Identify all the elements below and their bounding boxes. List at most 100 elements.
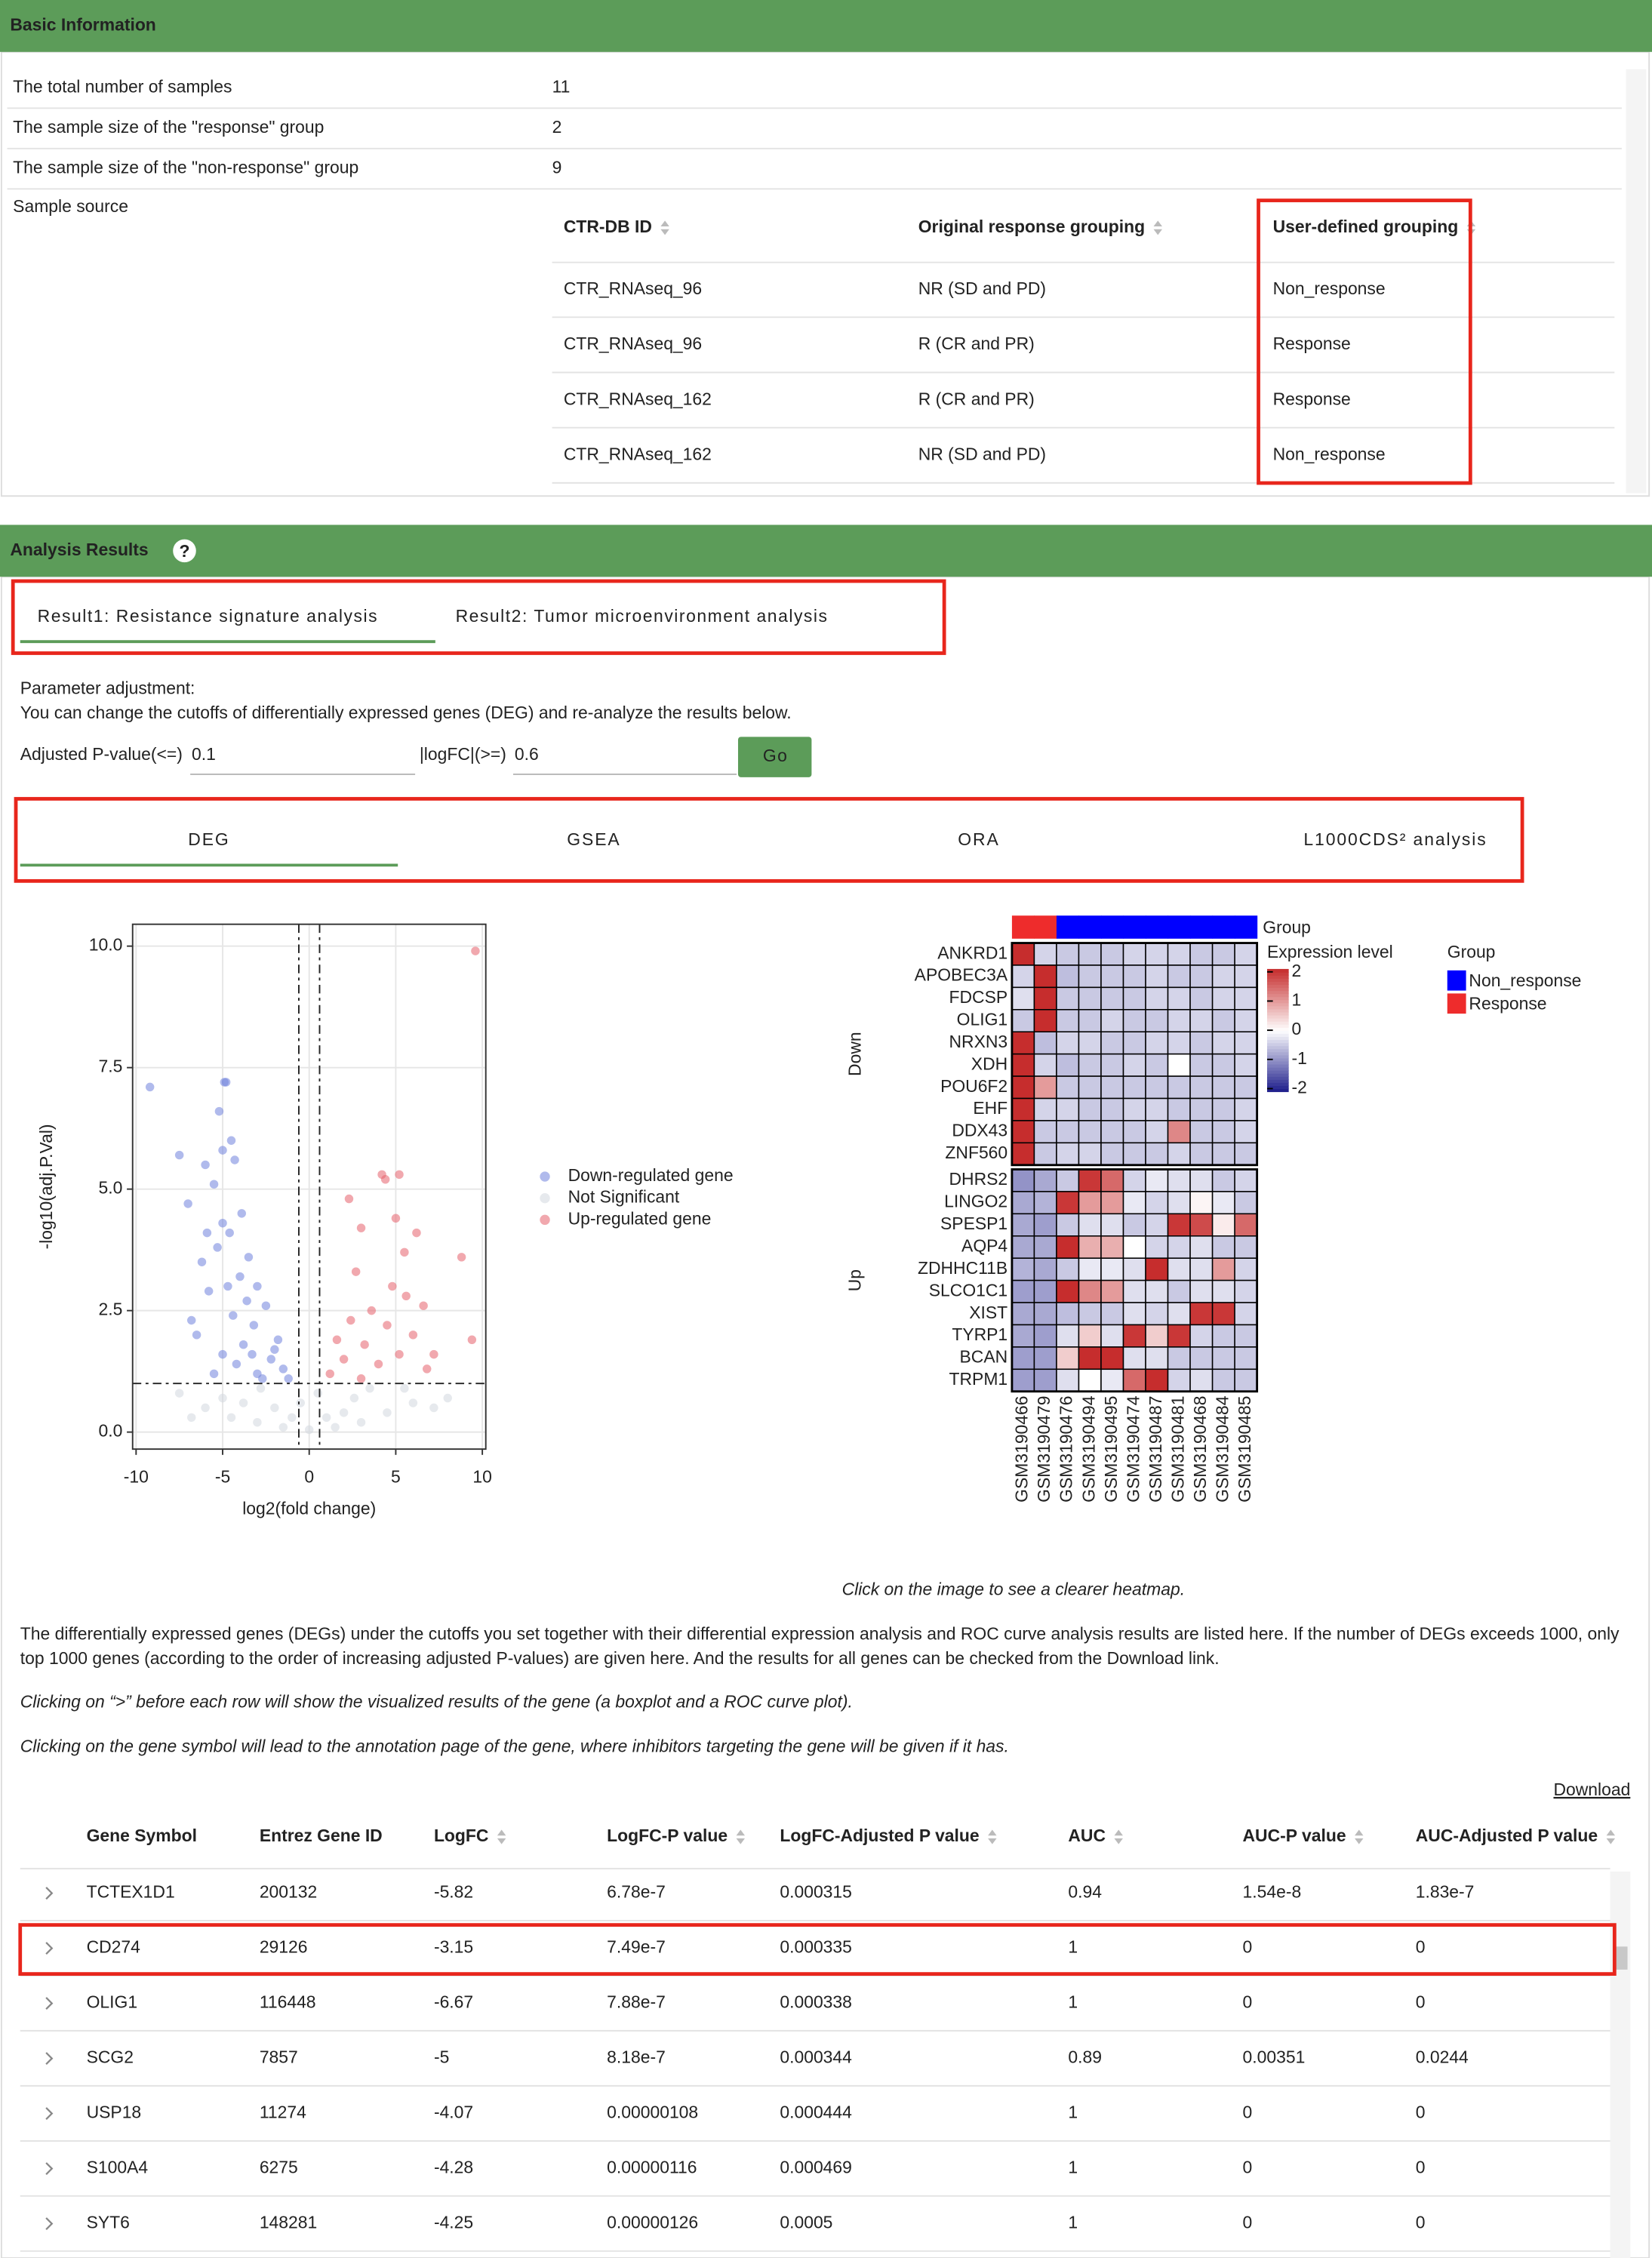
y-tick-label: 2.5: [99, 1300, 123, 1319]
input-value[interactable]: 0.1: [192, 744, 216, 764]
tab[interactable]: Result2: Tumor microenvironment analysis: [456, 606, 829, 626]
heat-cell: [1189, 1213, 1214, 1237]
table-cell[interactable]: 7857: [260, 2047, 298, 2067]
subtab[interactable]: L1000CDS² analysis: [1303, 829, 1487, 849]
table-cell[interactable]: CTR_RNAseq_162: [564, 389, 712, 408]
heat-cell: [1234, 1213, 1258, 1237]
sample-label: GSM3190474: [1123, 1395, 1143, 1503]
expand-chevron[interactable]: [45, 2162, 54, 2175]
table-cell[interactable]: 6275: [260, 2158, 298, 2177]
scroll-thumb[interactable]: [1616, 1946, 1628, 1970]
table-cell: 1.54e-8: [1243, 1882, 1302, 1902]
table-cell[interactable]: 11274: [260, 2103, 306, 2122]
heat-cell: [1033, 1009, 1057, 1032]
table-cell[interactable]: CD274: [87, 1937, 141, 1957]
sort-icon[interactable]: [1606, 1829, 1616, 1844]
table-cell[interactable]: CTR_RNAseq_96: [564, 278, 702, 298]
expand-chevron[interactable]: [45, 1887, 54, 1900]
gene-label: POU6F2: [940, 1076, 1008, 1096]
heat-cell: [1011, 1031, 1035, 1055]
table-cell[interactable]: SCG2: [87, 2047, 134, 2067]
heat-cell: [1189, 942, 1214, 966]
table-cell[interactable]: S100A4: [87, 2158, 149, 2177]
subtab[interactable]: DEG: [188, 829, 229, 849]
expand-chevron[interactable]: [45, 2052, 54, 2066]
sort-icon[interactable]: [1355, 1829, 1364, 1844]
input-value[interactable]: 0.6: [515, 744, 539, 764]
table-cell: 0: [1243, 1992, 1253, 2012]
point: [284, 1374, 293, 1383]
sort-icon[interactable]: [1153, 220, 1162, 235]
table-cell[interactable]: SYT6: [87, 2213, 130, 2232]
table-cell[interactable]: CTR_RNAseq_162: [564, 445, 712, 464]
heat-cell: [1189, 1368, 1214, 1392]
heat-cell: [1122, 1257, 1146, 1281]
subtab[interactable]: ORA: [958, 829, 999, 849]
point: [429, 1349, 438, 1359]
expand-chevron[interactable]: [45, 2217, 54, 2230]
x-axis-label: log2(fold change): [242, 1498, 376, 1518]
download-link[interactable]: Download: [1553, 1780, 1630, 1799]
sort-icon[interactable]: [497, 1829, 506, 1844]
sort-icon[interactable]: [988, 1829, 997, 1844]
sort-icon[interactable]: [660, 220, 669, 235]
colorbar-step: [1266, 1072, 1289, 1077]
scrollbar[interactable]: [1626, 69, 1647, 494]
heat-cell: [1011, 1368, 1035, 1392]
help-icon-text[interactable]: ?: [179, 541, 189, 561]
point: [356, 1418, 366, 1427]
table-header: AUC: [1068, 1826, 1106, 1845]
point: [288, 1413, 297, 1423]
section-title: Analysis Results: [10, 540, 148, 559]
expand-chevron[interactable]: [45, 1942, 54, 1955]
x-tick-label: 5: [391, 1466, 401, 1486]
go-button-text[interactable]: Go: [763, 746, 789, 765]
subtab[interactable]: GSEA: [567, 829, 620, 849]
table-cell[interactable]: OLIG1: [87, 1992, 137, 2012]
plot-border: [131, 923, 487, 1450]
heat-cell: [1189, 1324, 1214, 1348]
help-icon[interactable]: [173, 539, 196, 563]
tab[interactable]: Result1: Resistance signature analysis: [38, 606, 378, 626]
gene-label: ZNF560: [945, 1143, 1008, 1162]
sort-icon[interactable]: [1114, 1829, 1123, 1844]
hint: Clicking on the gene symbol will lead to…: [20, 1737, 1009, 1756]
heat-cell: [1100, 1324, 1124, 1348]
expand-chevron[interactable]: [45, 2107, 54, 2121]
x-tick-label: 0: [304, 1466, 314, 1486]
gene-label: LINGO2: [944, 1192, 1008, 1211]
heat-cell: [1078, 986, 1102, 1011]
table-cell: -5.82: [434, 1882, 473, 1902]
heat-cell: [1122, 1120, 1146, 1144]
heat-cell: [1100, 1279, 1124, 1303]
table-header: AUC-P value: [1243, 1826, 1346, 1845]
table-cell[interactable]: 29126: [260, 1937, 308, 1957]
heat-cell: [1145, 1257, 1169, 1281]
info-value: 11: [552, 77, 571, 97]
heat-cell: [1033, 1302, 1057, 1326]
table-cell: 1: [1068, 2158, 1078, 2177]
heat-cell: [1122, 1302, 1146, 1326]
table-cell[interactable]: CTR_RNAseq_96: [564, 334, 702, 353]
expand-chevron[interactable]: [45, 1997, 54, 2010]
heat-cell: [1100, 1120, 1124, 1144]
table-cell[interactable]: TCTEX1D1: [87, 1882, 175, 1902]
table-cell[interactable]: 116448: [260, 1992, 316, 2012]
colorbar-step: [1266, 990, 1289, 995]
heat-cell: [1078, 1368, 1102, 1392]
sort-icon[interactable]: [736, 1829, 746, 1844]
group-cell: [1100, 915, 1124, 939]
table-cell: 0: [1243, 2213, 1253, 2232]
go-button[interactable]: [737, 737, 812, 777]
heat-cell: [1078, 1009, 1102, 1032]
caption[interactable]: Click on the image to see a clearer heat…: [842, 1579, 1185, 1598]
heat-cell: [1078, 1053, 1102, 1077]
table-cell[interactable]: 148281: [260, 2213, 317, 2232]
heat-cell: [1167, 1213, 1191, 1237]
table-cell: 0.000469: [780, 2158, 852, 2177]
highlight-box: [14, 797, 1524, 883]
point: [253, 1281, 262, 1291]
table-cell[interactable]: USP18: [87, 2103, 142, 2122]
table-cell[interactable]: 200132: [260, 1882, 317, 1902]
heat-cell: [1078, 964, 1102, 989]
